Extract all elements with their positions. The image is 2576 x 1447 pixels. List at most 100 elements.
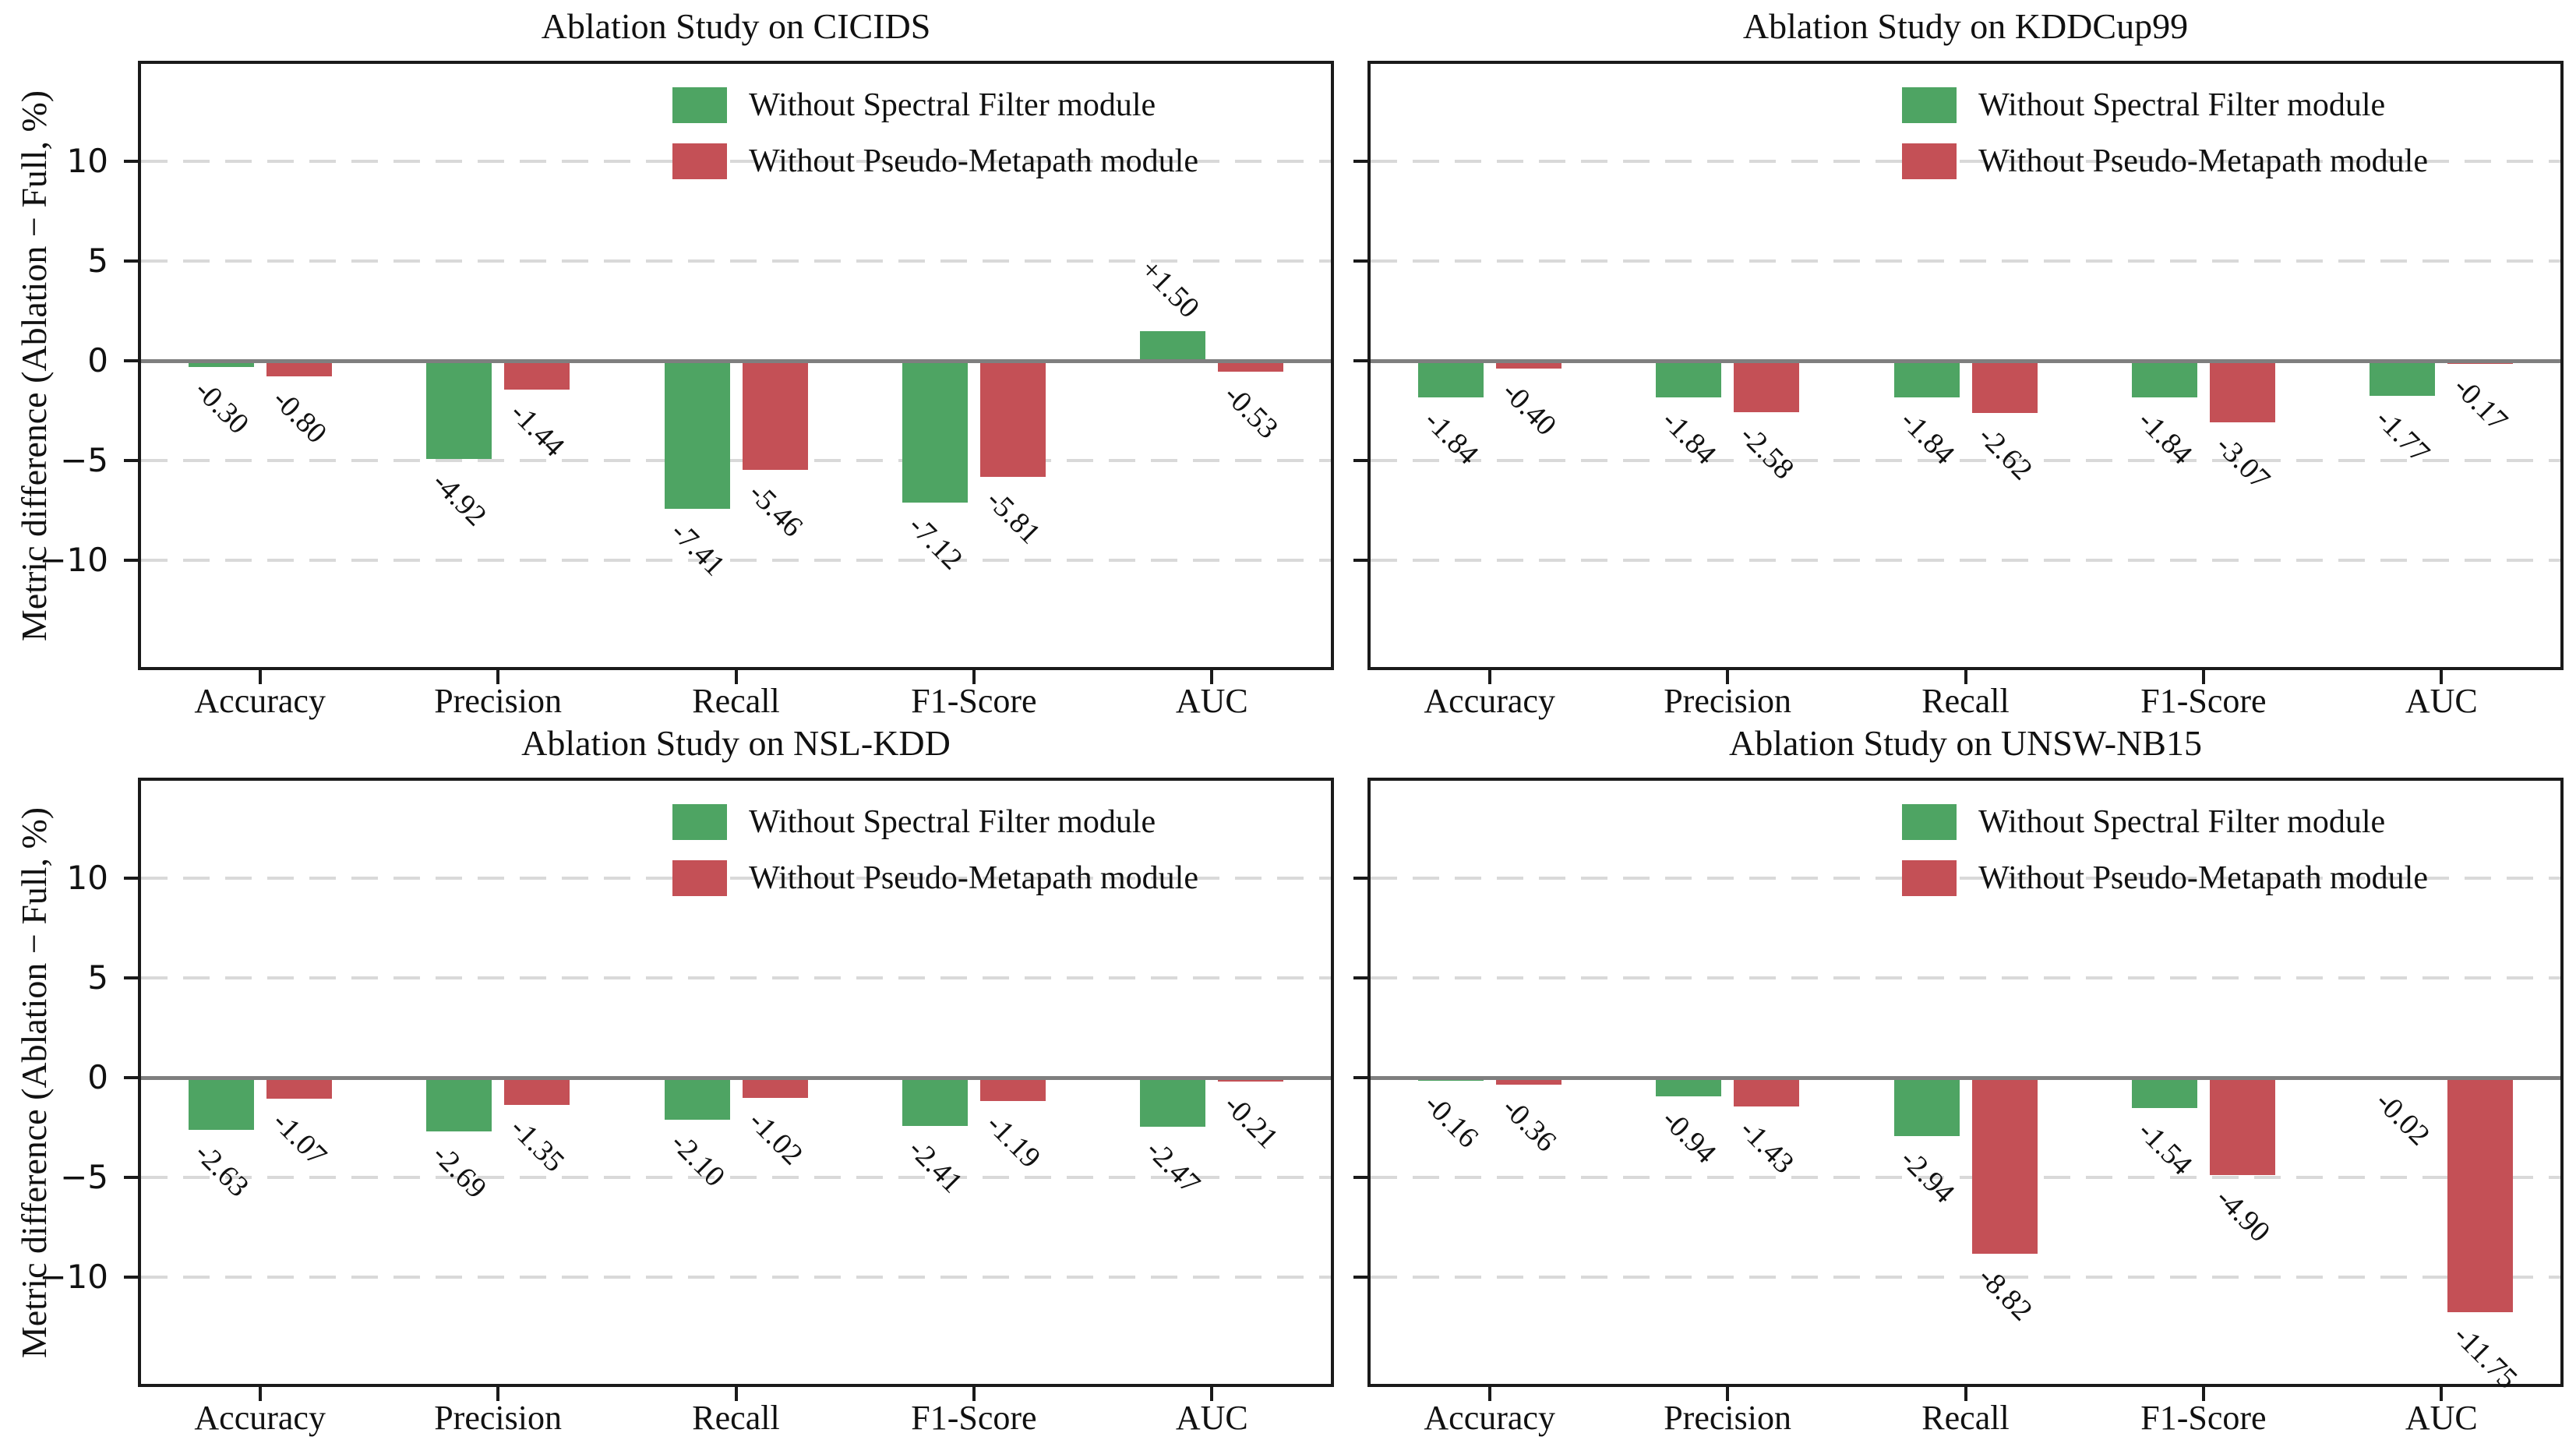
bar-value-label: -0.36 bbox=[1495, 1091, 1563, 1159]
bar-without-pseudo-metapath bbox=[1495, 1078, 1561, 1085]
bar-value-label: -2.69 bbox=[425, 1138, 493, 1205]
bar-value-label: -0.16 bbox=[1417, 1087, 1485, 1155]
bar-value-label: -2.41 bbox=[902, 1132, 969, 1199]
x-tick-label: F1-Score bbox=[2140, 682, 2267, 720]
gridline bbox=[141, 160, 1331, 163]
gridline bbox=[1371, 1276, 2560, 1279]
y-tick-mark bbox=[1353, 259, 1367, 263]
bar-without-pseudo-metapath bbox=[1734, 361, 1800, 413]
y-tick-label: −5 bbox=[60, 441, 108, 479]
bar-value-label: -5.46 bbox=[742, 476, 809, 544]
y-tick-mark bbox=[124, 160, 138, 163]
bar-value-label: -3.07 bbox=[2209, 429, 2277, 496]
x-tick-label: Precision bbox=[434, 682, 562, 720]
x-tick-mark bbox=[2440, 667, 2444, 684]
legend: Without Spectral Filter module Without Ps… bbox=[672, 87, 1198, 199]
bar-value-label: -2.62 bbox=[1971, 419, 2038, 487]
x-tick-label: Precision bbox=[434, 1399, 562, 1437]
legend-label: Without Pseudo-Metapath module bbox=[1978, 143, 2428, 179]
legend-item: Without Pseudo-Metapath module bbox=[1902, 143, 2428, 179]
bar-without-spectral-filter bbox=[1417, 361, 1484, 398]
plot-area-nslkdd: 10 5 0 −5 −10 Accuracy Precision Recall F1-Score… bbox=[39, 778, 1334, 1437]
bar-value-label: -11.75 bbox=[2447, 1318, 2525, 1396]
x-tick-label: Accuracy bbox=[1424, 1399, 1555, 1437]
bar-value-label: -0.17 bbox=[2447, 370, 2514, 438]
gridline bbox=[141, 976, 1331, 979]
legend: Without Spectral Filter module Without Ps… bbox=[1902, 87, 2428, 199]
plot-area-cicids: 10 5 0 −5 −10 Accuracy Precision Recall F1-Score… bbox=[39, 61, 1334, 720]
bar-without-pseudo-metapath bbox=[1971, 1078, 2038, 1254]
bar-value-label: -1.35 bbox=[503, 1111, 571, 1178]
y-tick-label: −5 bbox=[60, 1158, 108, 1196]
bar-without-pseudo-metapath bbox=[504, 1078, 570, 1105]
legend-swatch bbox=[1902, 860, 1957, 896]
zero-line bbox=[1371, 359, 2560, 363]
legend: Without Spectral Filter module Without Ps… bbox=[1902, 804, 2428, 916]
bar-value-label: -4.92 bbox=[425, 465, 493, 533]
y-tick-label: 10 bbox=[66, 142, 108, 180]
bar-value-label: -1.02 bbox=[742, 1104, 809, 1172]
chart-title: Ablation Study on UNSW-NB15 bbox=[1729, 723, 2202, 763]
zero-line bbox=[1371, 1076, 2560, 1080]
x-tick-mark bbox=[1210, 1384, 1214, 1401]
y-tick-mark bbox=[1353, 160, 1367, 163]
x-tick-mark bbox=[1487, 667, 1491, 684]
legend-label: Without Pseudo-Metapath module bbox=[1978, 860, 2428, 896]
gridline bbox=[141, 877, 1331, 880]
y-tick-label: 5 bbox=[87, 958, 108, 997]
bar-value-label: -0.02 bbox=[2370, 1085, 2437, 1152]
y-tick-label: 10 bbox=[66, 859, 108, 897]
bar-without-pseudo-metapath bbox=[504, 361, 570, 390]
legend-item: Without Pseudo-Metapath module bbox=[672, 143, 1198, 179]
bar-without-pseudo-metapath bbox=[979, 361, 1046, 477]
bar-value-label: -7.12 bbox=[902, 509, 969, 577]
gridline bbox=[141, 1276, 1331, 1279]
legend-label: Without Pseudo-Metapath module bbox=[749, 860, 1198, 896]
y-tick-mark bbox=[1353, 1076, 1367, 1079]
legend: Without Spectral Filter module Without Ps… bbox=[672, 804, 1198, 916]
bar-value-label: +1.50 bbox=[1134, 252, 1206, 325]
x-tick-mark bbox=[2201, 1384, 2205, 1401]
bar-without-spectral-filter bbox=[1656, 361, 1722, 398]
x-tick-mark bbox=[734, 667, 738, 684]
x-tick-label: Recall bbox=[1921, 682, 2010, 720]
x-tick-label: Recall bbox=[692, 682, 780, 720]
legend-label: Without Spectral Filter module bbox=[749, 804, 1156, 840]
gridline bbox=[141, 459, 1331, 462]
zero-line bbox=[141, 1076, 1331, 1080]
legend-item: Without Spectral Filter module bbox=[672, 804, 1198, 840]
legend-swatch bbox=[672, 87, 728, 123]
gridline bbox=[1371, 877, 2560, 880]
bar-value-label: -2.47 bbox=[1140, 1133, 1207, 1201]
x-tick-label: Recall bbox=[692, 1399, 780, 1437]
bar-without-spectral-filter bbox=[1140, 1078, 1206, 1128]
bar-without-spectral-filter bbox=[426, 1078, 492, 1131]
y-tick-mark bbox=[1353, 1276, 1367, 1279]
x-tick-mark bbox=[1964, 667, 1967, 684]
bar-without-spectral-filter bbox=[188, 1078, 254, 1131]
bar-without-pseudo-metapath bbox=[2209, 1078, 2275, 1176]
bar-without-pseudo-metapath bbox=[266, 1078, 332, 1099]
legend-label: Without Spectral Filter module bbox=[749, 87, 1156, 123]
gridline bbox=[1371, 459, 2560, 462]
y-tick-mark bbox=[1353, 1176, 1367, 1179]
plot-area-unswnb15: Accuracy Precision Recall F1-Score AUC -0.16-… bbox=[1353, 778, 2564, 1437]
y-tick-mark bbox=[124, 877, 138, 880]
bar-value-label: -2.63 bbox=[188, 1136, 256, 1204]
bar-value-label: -8.82 bbox=[1971, 1260, 2038, 1328]
x-tick-label: Precision bbox=[1664, 682, 1791, 720]
y-tick-mark bbox=[124, 259, 138, 263]
bar-without-spectral-filter bbox=[1656, 1078, 1722, 1097]
bar-value-label: -5.81 bbox=[979, 483, 1047, 550]
x-tick-label: F1-Score bbox=[911, 1399, 1037, 1437]
y-tick-mark bbox=[1353, 559, 1367, 562]
bar-value-label: -2.94 bbox=[1893, 1142, 1960, 1210]
x-tick-mark bbox=[1210, 667, 1214, 684]
y-tick-mark bbox=[1353, 359, 1367, 362]
y-tick-label: 0 bbox=[87, 1058, 108, 1096]
gridline bbox=[1371, 976, 2560, 979]
gridline bbox=[141, 259, 1331, 263]
y-tick-mark bbox=[124, 459, 138, 462]
y-tick-label: 5 bbox=[87, 242, 108, 280]
